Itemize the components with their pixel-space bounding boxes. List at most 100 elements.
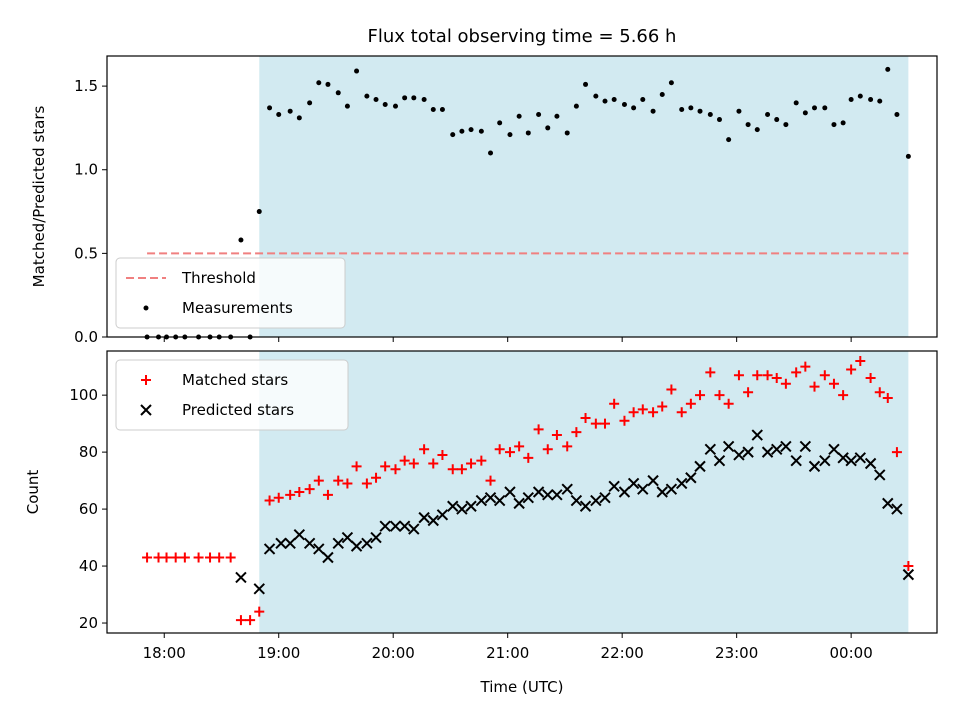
data-marker [854,452,867,464]
data-marker [456,464,467,475]
data-point [621,102,627,108]
data-marker [891,447,902,458]
data-marker [600,418,610,429]
data-point [831,122,837,128]
data-marker [676,407,687,418]
data-point [276,112,282,118]
data-marker [504,486,516,498]
data-marker [380,461,391,472]
data-marker [333,475,344,486]
data-point [668,80,674,86]
data-marker [142,552,153,563]
legend-marker-swatch [143,305,149,311]
data-point [382,102,388,108]
data-marker [882,497,894,510]
data-marker [648,407,659,418]
data-marker [205,552,216,563]
data-marker [513,497,525,510]
x-tick-label: 00:00 [830,644,873,662]
data-marker [780,440,792,453]
data-point [411,95,417,101]
data-marker [275,537,287,549]
y-tick-label: 1.0 [74,161,98,179]
data-marker [733,449,745,461]
data-marker [761,446,774,458]
data-point [774,117,780,123]
data-marker [627,477,640,490]
data-point [894,112,900,118]
series-matched-stars [142,355,914,626]
data-point [905,153,911,159]
data-marker [532,486,545,498]
data-marker [466,458,477,469]
plot-frame [106,55,938,338]
data-marker [695,390,706,401]
data-point [754,127,760,133]
data-marker [628,407,639,418]
data-point [296,115,302,121]
data-marker [714,390,725,401]
data-marker [762,370,773,381]
y-tick-label: 0.5 [74,244,98,262]
data-marker [675,477,688,490]
data-point [459,128,465,134]
data-marker [637,483,649,495]
chart-title: Flux total observing time = 5.66 h [368,26,677,47]
data-marker [542,489,554,501]
data-point [545,125,551,131]
data-marker [882,393,893,403]
data-marker [264,495,275,506]
data-marker [399,455,410,466]
data-point [402,95,408,101]
data-point [802,110,808,116]
data-marker [743,387,754,398]
x-axis-label: Time (UTC) [480,678,564,696]
data-marker [456,503,468,515]
data-point [593,93,599,99]
data-point [840,120,846,126]
data-marker [284,537,296,549]
legend-marker-swatch [140,404,152,416]
data-point [373,96,379,102]
data-marker [533,424,544,435]
data-marker [379,520,391,532]
data-marker [493,494,506,507]
y-tick-label: 0.0 [74,328,98,346]
x-tick-label: 21:00 [486,644,529,662]
data-marker [704,443,717,455]
data-point [430,107,436,113]
ratio-panel: 0.0 0.5 1.0 1.5 Matched/Predicted stars Thres… [30,55,938,346]
y-tick-label: 40 [79,557,98,575]
data-marker [214,552,225,563]
data-marker [665,483,678,495]
data-marker [780,378,791,389]
data-point [573,103,579,109]
data-marker [465,500,477,512]
y-tick-label: 100 [69,386,98,404]
data-point [354,68,360,74]
data-marker [619,415,630,426]
data-marker [504,447,515,458]
data-point [554,113,560,119]
data-marker [303,537,316,549]
data-marker [723,398,734,409]
data-marker [751,429,763,441]
data-point [335,90,341,96]
data-marker [874,469,886,481]
data-marker [313,543,325,555]
data-marker [245,615,256,626]
data-marker [514,441,525,452]
data-point [468,127,474,133]
data-marker [322,551,334,564]
data-marker [408,523,420,535]
data-marker [389,520,402,532]
data-marker [254,606,265,617]
data-marker [476,455,487,466]
data-point [679,107,685,113]
data-marker [437,449,448,460]
data-marker [235,615,246,626]
x-tick-label: 18:00 [143,644,186,662]
data-point [478,128,484,134]
data-point [450,132,456,138]
data-marker [733,370,744,381]
